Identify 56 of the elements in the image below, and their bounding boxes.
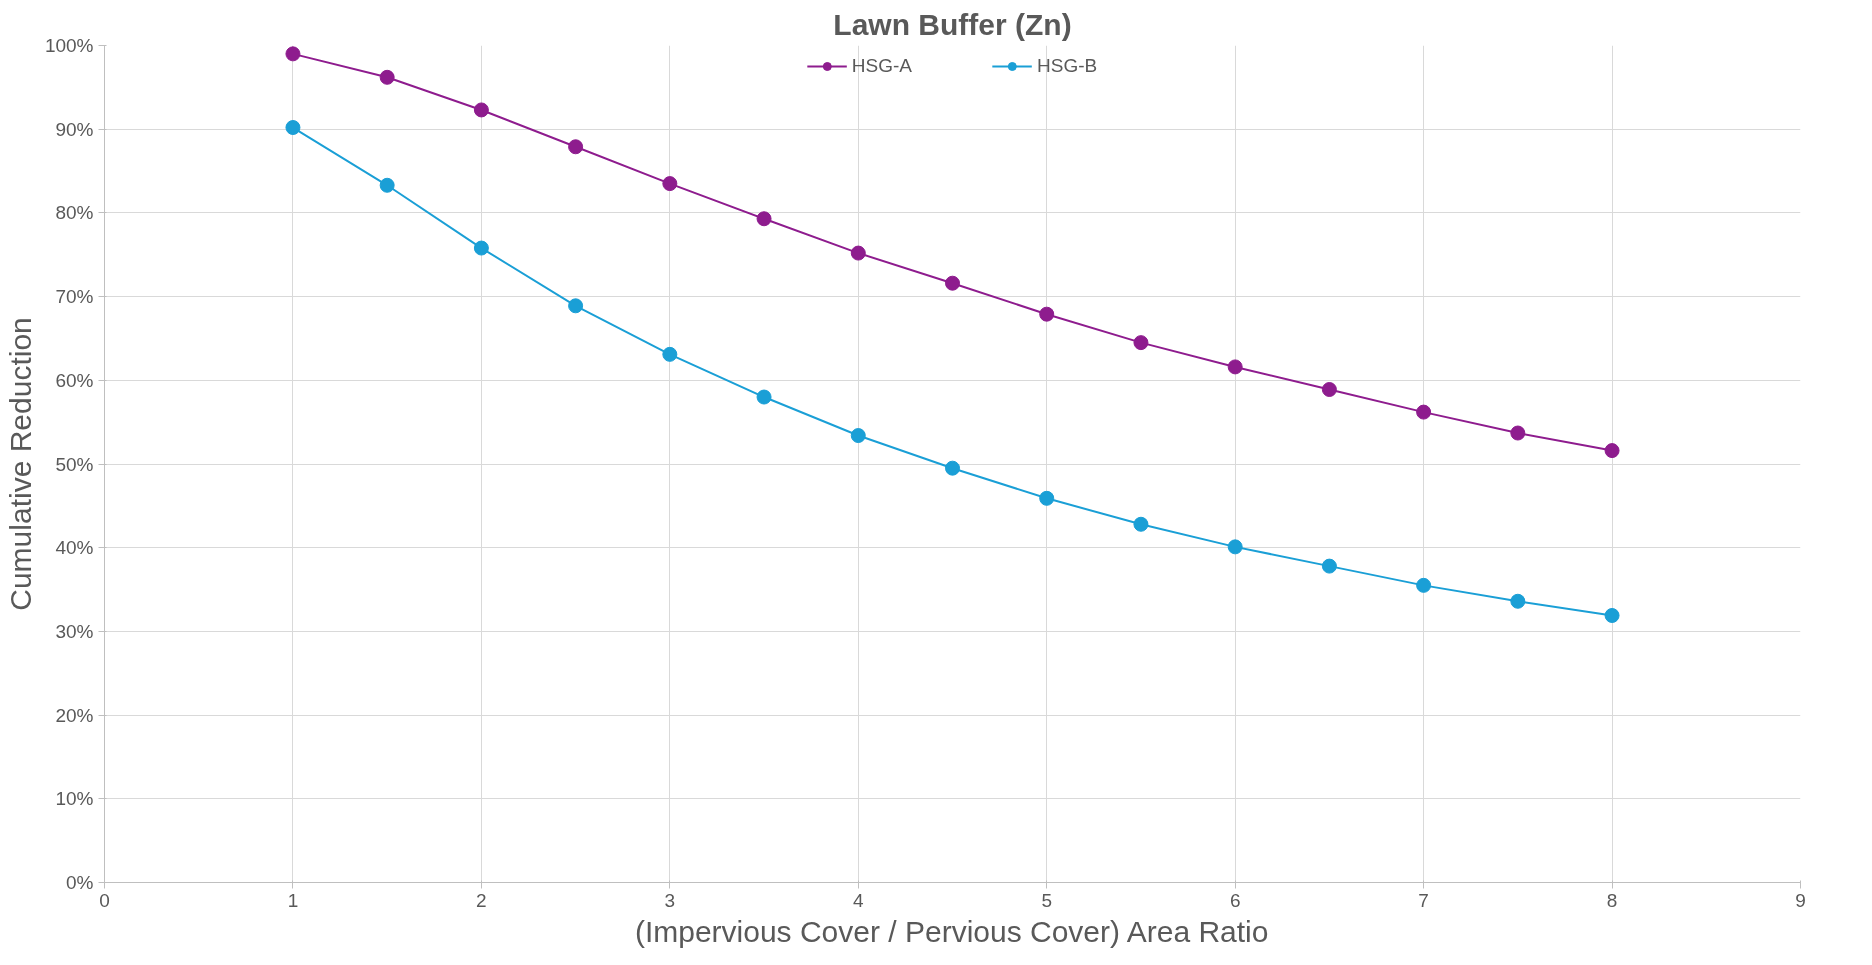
y-axis-title: Cumulative Reduction	[3, 317, 37, 611]
point	[1510, 593, 1526, 609]
point	[850, 428, 866, 444]
y-tick-label: 100%	[44, 35, 94, 56]
x-tick-label: 1	[287, 889, 299, 911]
point	[662, 176, 678, 192]
point	[473, 240, 489, 256]
y-tick-label: 80%	[55, 202, 94, 224]
x-axis-title: (Impervious Cover / Pervious Cover) Area Ratio	[634, 914, 1269, 948]
x-tick-label: 4	[852, 889, 864, 911]
point	[473, 102, 489, 118]
y-tick-label: 20%	[55, 704, 94, 726]
point	[1039, 306, 1055, 322]
x-tick-label: 0	[99, 889, 110, 911]
point	[1416, 404, 1432, 420]
point	[756, 211, 772, 227]
y-tick-label: 60%	[55, 369, 94, 391]
point	[285, 46, 301, 62]
point	[1416, 577, 1432, 593]
point	[568, 139, 584, 155]
x-tick-label: 6	[1229, 889, 1241, 911]
y-tick-label: 40%	[55, 537, 94, 559]
point	[1039, 490, 1055, 506]
y-tick-label: 70%	[55, 286, 94, 308]
point	[1227, 539, 1243, 555]
point	[285, 120, 301, 136]
y-tick-label: 10%	[55, 788, 94, 810]
x-tick-label: 5	[1041, 889, 1053, 911]
x-tick-label: 8	[1606, 889, 1618, 911]
x-tick-label: 3	[664, 889, 676, 911]
point	[1321, 382, 1337, 397]
point	[756, 389, 772, 405]
x-tick-label: 7	[1418, 889, 1429, 911]
point	[1604, 608, 1620, 623]
point	[1604, 443, 1620, 459]
legend-label: HSG-B	[1037, 55, 1098, 77]
legend-label: HSG-A	[851, 55, 912, 77]
y-tick-label: 90%	[55, 118, 94, 140]
point	[1321, 558, 1337, 574]
point	[945, 460, 960, 476]
point	[568, 298, 584, 314]
y-tick-label: 50%	[55, 453, 94, 475]
x-tick-label: 9	[1795, 889, 1806, 911]
point	[945, 275, 960, 291]
x-tick-label: 2	[476, 889, 487, 911]
chart-title: Lawn Buffer (Zn)	[833, 7, 1072, 41]
point	[379, 69, 395, 85]
y-tick-label: 30%	[55, 620, 94, 642]
point	[1510, 425, 1526, 441]
point	[662, 346, 678, 362]
point	[1133, 516, 1149, 532]
point	[1227, 359, 1243, 375]
y-tick-label: 0%	[66, 872, 94, 893]
point	[379, 177, 395, 193]
point	[850, 245, 866, 261]
point	[1133, 335, 1149, 351]
